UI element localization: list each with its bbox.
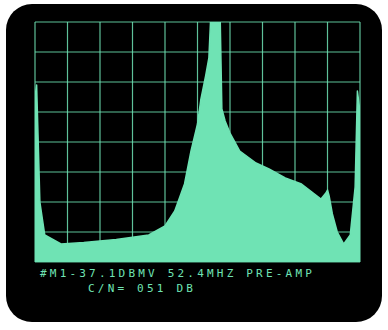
grid-line-y [35, 81, 360, 82]
screen-readout: #M1-37.1DBMV 52.4MHZ PRE-AMP [40, 267, 315, 280]
spectrum-trace [35, 22, 360, 262]
chart: #M1-37.1DBMV 52.4MHZ PRE-AMP C/N= 051 DB [0, 0, 388, 330]
screen-bezel [6, 4, 382, 322]
grid [35, 22, 360, 262]
screen-readout: C/N= 051 DB [88, 282, 196, 295]
grid-line-y [35, 21, 360, 22]
grid-line-y [35, 111, 360, 112]
grid-line-y [35, 51, 360, 52]
plot-area [35, 22, 360, 262]
